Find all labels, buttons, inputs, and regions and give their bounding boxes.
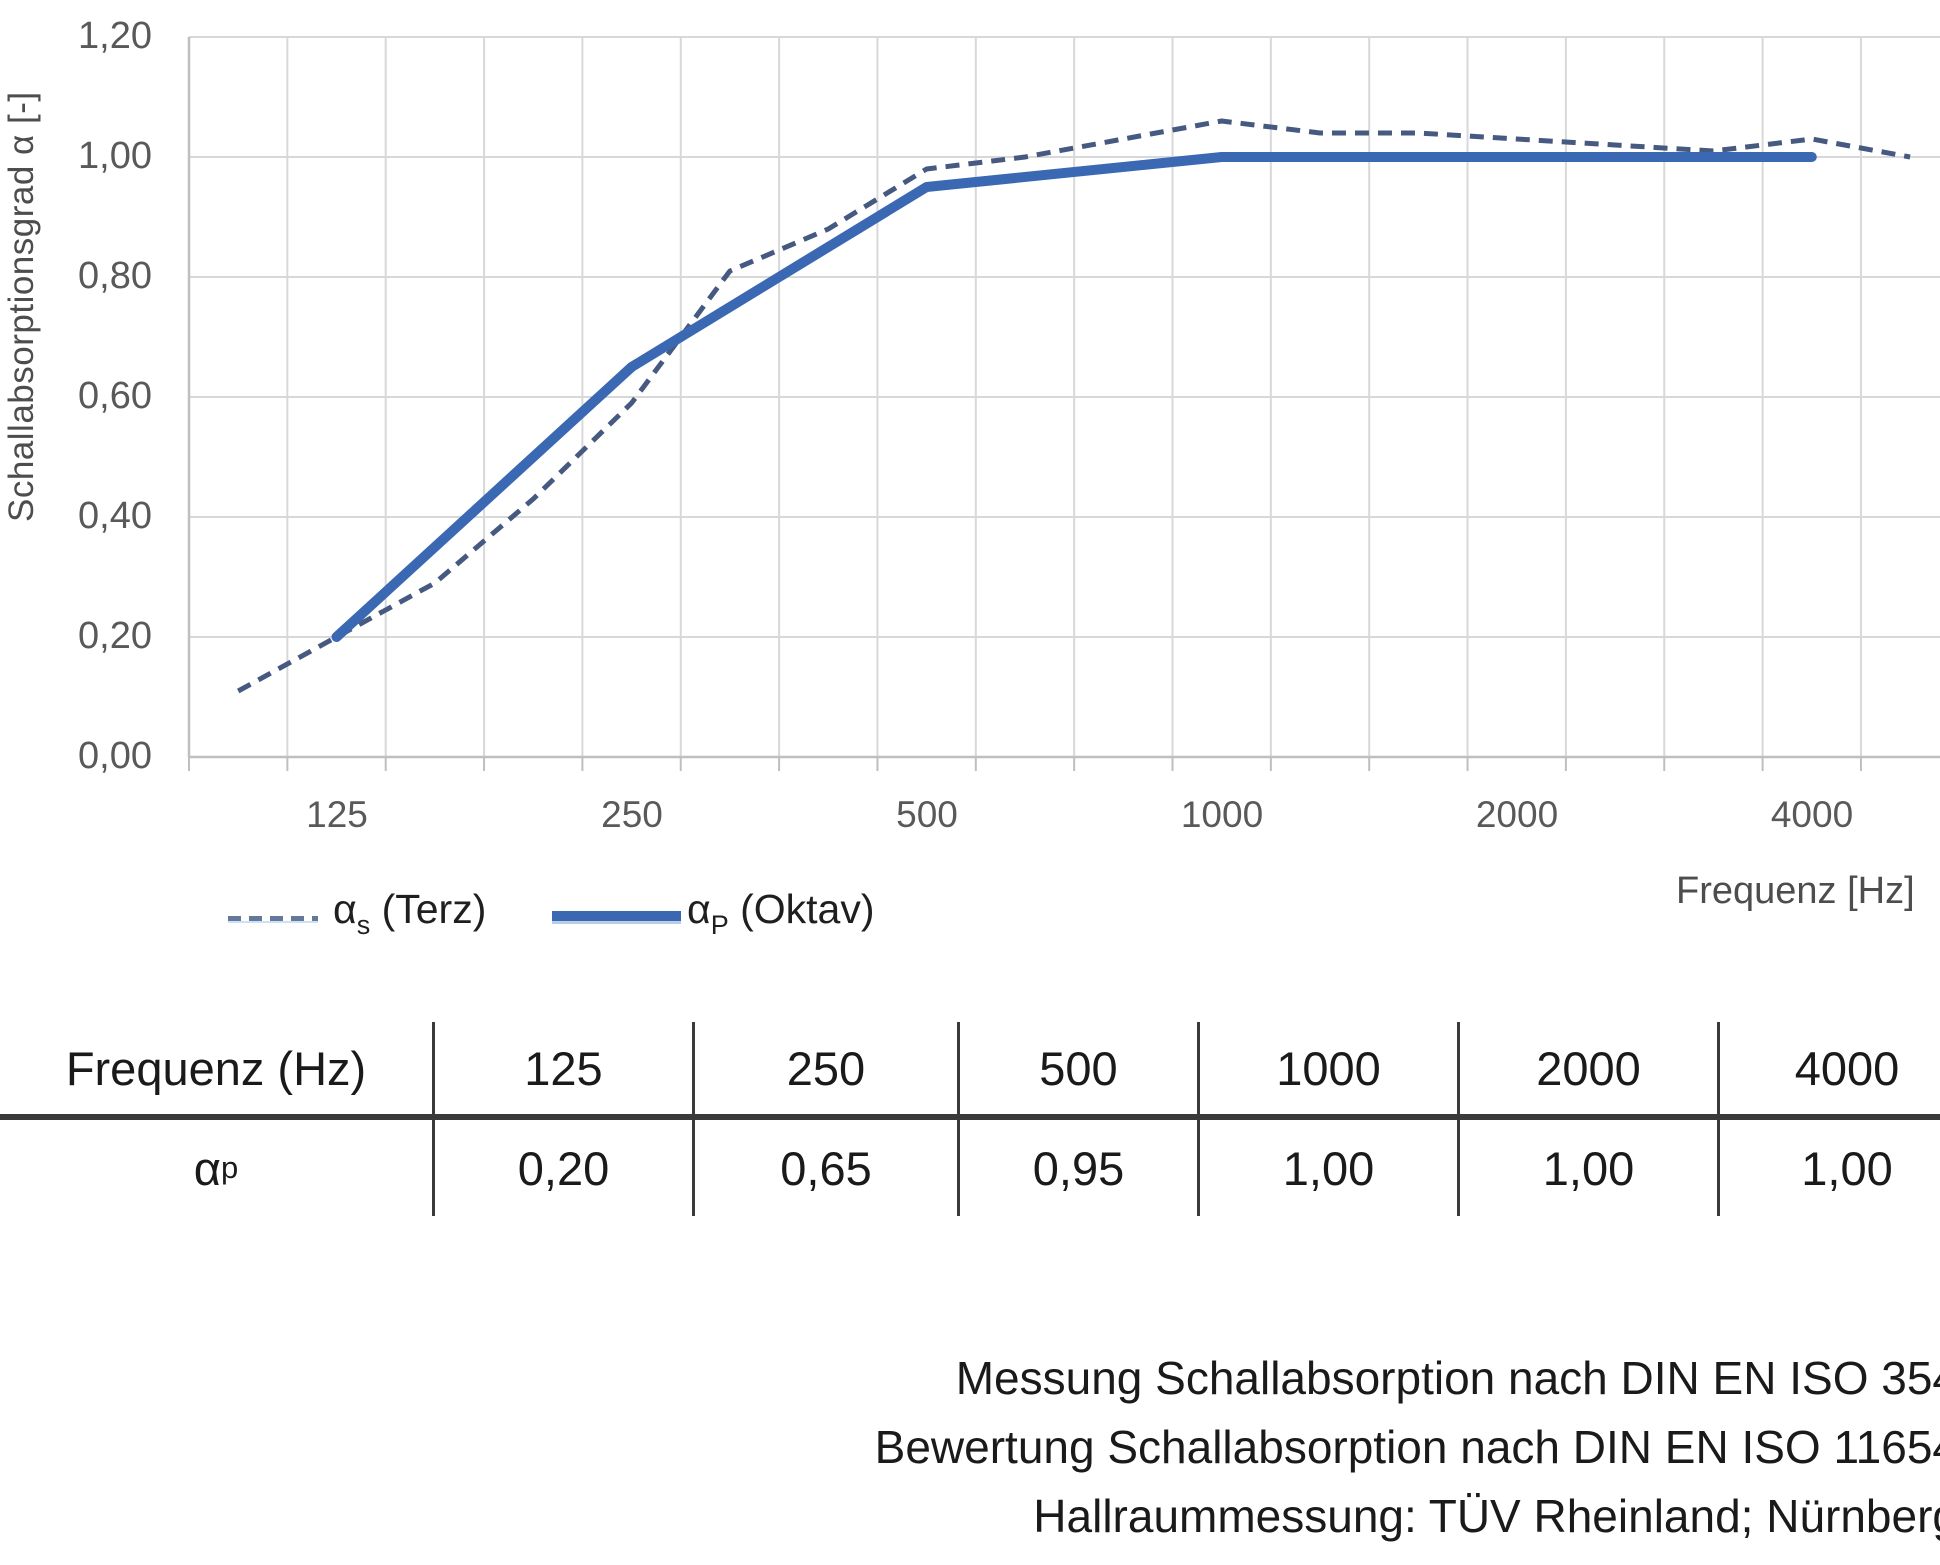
table-value-500: 0,95 <box>960 1120 1200 1216</box>
x-tick-label: 1000 <box>1180 794 1264 835</box>
measurement-notes: Messung Schallabsorption nach DIN EN ISO… <box>875 1344 1940 1551</box>
absorption-line-chart <box>187 36 1940 771</box>
table-header-125: 125 <box>435 1022 695 1120</box>
table-value-4000: 1,00 <box>1801 1141 1893 1195</box>
table-header-500: 500 <box>960 1022 1200 1120</box>
note-measurement: Messung Schallabsorption nach DIN EN ISO… <box>955 1352 1940 1404</box>
table-header-4000: 4000 <box>1720 1022 1940 1120</box>
table-value-1000: 1,00 <box>1200 1120 1460 1216</box>
y-tick-label: 0,40 <box>78 495 152 537</box>
x-tick-label: 250 <box>601 794 663 835</box>
x-tick-label: 2000 <box>1475 794 1559 835</box>
table-value-2000: 1,00 <box>1460 1120 1720 1216</box>
oktav-solid-line-sample <box>552 911 681 924</box>
x-tick-label: 125 <box>306 794 368 835</box>
table-header-frequency: Frequenz (Hz) <box>0 1022 435 1120</box>
legend-label-oktav: αP (Oktav) <box>687 886 875 940</box>
y-tick-label: 0,00 <box>78 735 152 777</box>
note-rating: Bewertung Schallabsorption nach DIN EN I… <box>874 1421 1940 1473</box>
series-oktav-solid <box>331 152 1817 642</box>
y-tick-label: 0,80 <box>78 255 152 297</box>
series-terz-dashed <box>236 118 1911 694</box>
table-header-1000: 1000 <box>1200 1022 1460 1120</box>
y-tick-label: 1,00 <box>78 135 152 177</box>
legend-label-terz: αs (Terz) <box>333 886 487 940</box>
x-axis-title: Frequenz [Hz] <box>1676 870 1915 912</box>
x-tick-label: 500 <box>896 794 958 835</box>
table-value-250: 0,65 <box>695 1120 960 1216</box>
table-value-125: 0,20 <box>435 1120 695 1216</box>
y-tick-label: 0,20 <box>78 615 152 657</box>
x-tick-label: 4000 <box>1770 794 1854 835</box>
table-header-2000: 2000 <box>1460 1022 1720 1120</box>
note-lab: Hallraummessung: TÜV Rheinland; Nürnberg <box>1033 1490 1940 1542</box>
table-header-250: 250 <box>695 1022 960 1120</box>
absorption-table: Frequenz (Hz) 125 250 500 1000 2000 4000… <box>0 1022 1940 1216</box>
terz-dashed-line-sample <box>228 916 318 923</box>
y-tick-label: 1,20 <box>78 15 152 57</box>
y-tick-label: 0,60 <box>78 375 152 417</box>
